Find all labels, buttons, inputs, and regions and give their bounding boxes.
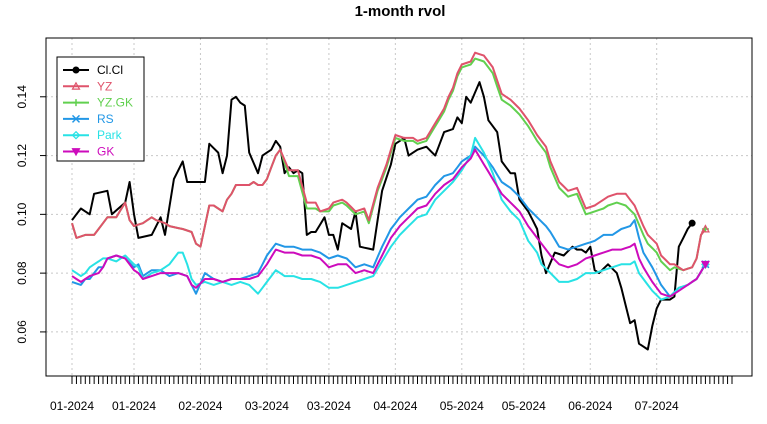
legend-marker — [72, 66, 80, 74]
plot-frame — [45, 37, 753, 377]
series-markers — [688, 219, 710, 270]
legend: Cl.Cl YZ YZ.GK RS Park GK — [56, 56, 145, 162]
series-line-yz-gk — [71, 57, 707, 272]
y-tick-label: 0.14 — [15, 85, 29, 109]
series-end-marker — [700, 260, 710, 270]
legend-label: Park — [97, 128, 123, 142]
legend-marker — [71, 148, 81, 157]
legend-label: GK — [97, 145, 114, 159]
axes: 0.06 0.08 0.10 0.12 0.14 01-2024 01-2024 02-202… — [15, 37, 753, 413]
x-tick-label: 04-2024 — [373, 399, 417, 413]
series-line-park — [71, 136, 707, 301]
legend-label: YZ — [97, 79, 112, 93]
legend-label: Cl.Cl — [97, 63, 123, 77]
series-end-marker — [700, 224, 710, 233]
x-tick-label: 05-2024 — [440, 399, 484, 413]
legend-label: YZ.GK — [97, 96, 133, 110]
x-tick-label: 01-2024 — [50, 399, 94, 413]
x-tick-label: 06-2024 — [568, 399, 612, 413]
x-tick-label: 02-2024 — [178, 399, 222, 413]
chart-title: 1-month rvol — [355, 3, 446, 20]
legend-box — [56, 56, 145, 162]
y-tick-label: 0.06 — [15, 320, 29, 344]
legend-marker — [71, 130, 81, 140]
series-lines — [71, 51, 707, 351]
x-tick-label: 03-2024 — [245, 399, 289, 413]
series-line-cl-cl — [71, 81, 693, 351]
series-end-marker — [688, 219, 696, 227]
x-tick-label: 07-2024 — [635, 399, 679, 413]
series-line-gk — [71, 148, 707, 298]
x-tick-label: 05-2024 — [502, 399, 546, 413]
series-line-yz — [71, 51, 707, 272]
grid — [46, 38, 752, 376]
legend-marker — [71, 114, 81, 123]
legend-marker — [72, 99, 80, 107]
legend-label: RS — [97, 112, 114, 126]
y-tick-label: 0.10 — [15, 202, 29, 226]
y-tick-label: 0.12 — [15, 144, 29, 168]
y-tick-label: 0.08 — [15, 261, 29, 285]
x-tick-label: 03-2024 — [307, 399, 351, 413]
legend-marker — [71, 81, 81, 90]
x-tick-label: 01-2024 — [112, 399, 156, 413]
